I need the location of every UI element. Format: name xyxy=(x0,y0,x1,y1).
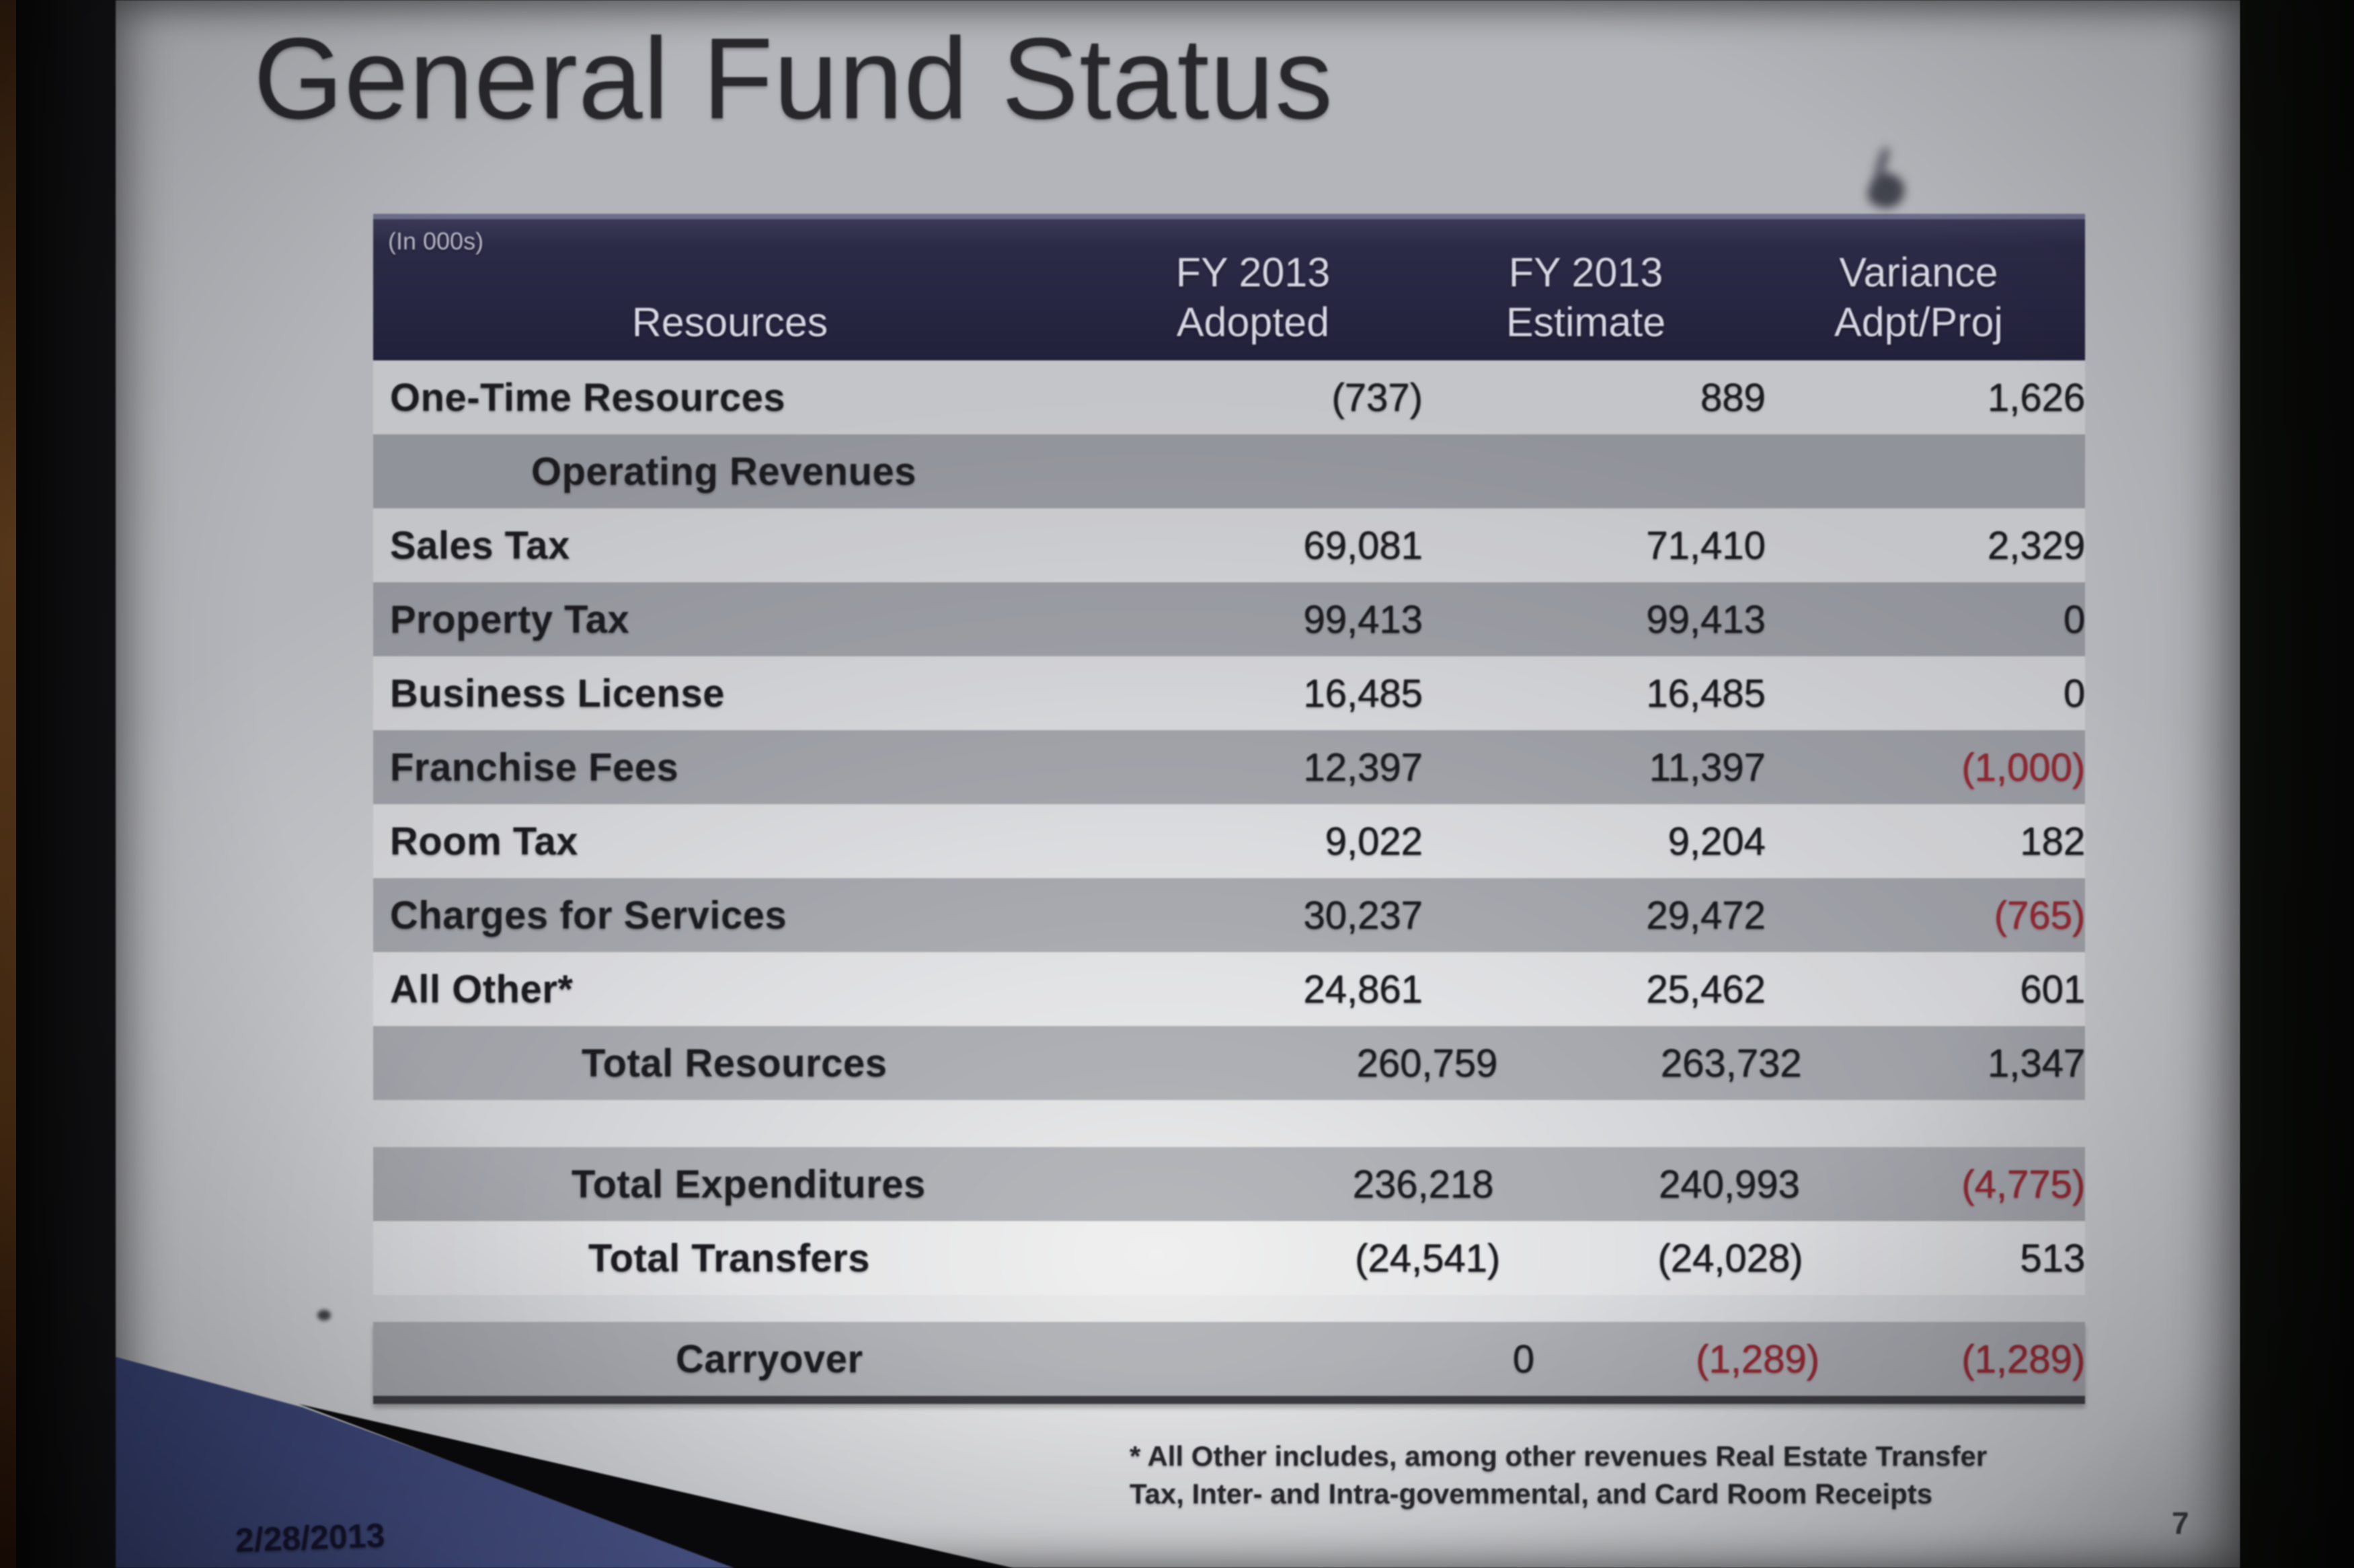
row-label: Total Transfers xyxy=(588,1236,870,1280)
cell-variance: 0 xyxy=(2063,671,2085,715)
cell-variance: 601 xyxy=(2020,967,2085,1011)
left-black-bezel xyxy=(16,0,116,1568)
column-header-line2: Resources xyxy=(631,299,828,345)
table-gap-row xyxy=(373,1295,2085,1322)
cell-variance: 1,347 xyxy=(1987,1041,2085,1085)
cell-adopted: 69,081 xyxy=(1303,523,1423,567)
table-row-business-license: Business License 16,485 16,485 0 xyxy=(373,656,2085,730)
general-fund-table: (In 000s) Resources FY 2013 Adopted FY 2013… xyxy=(373,214,2085,1404)
cell-adopted: 16,485 xyxy=(1303,671,1423,715)
cell-adopted: 99,413 xyxy=(1303,597,1423,641)
cell-variance: (4,775) xyxy=(1961,1162,2085,1206)
footnote-line1: * All Other includes, among other revenu… xyxy=(1130,1440,1988,1472)
slide: General Fund Status (In 000s) Resources F… xyxy=(116,0,2240,1568)
cursor-artifact xyxy=(1862,146,1910,214)
row-label: One-Time Resources xyxy=(390,375,786,420)
cell-estimate: 11,397 xyxy=(1649,745,1766,789)
table-gap-row xyxy=(373,1100,2085,1147)
row-label: Total Resources xyxy=(582,1041,888,1085)
cell-estimate: 889 xyxy=(1700,375,1766,420)
cell-variance: 1,626 xyxy=(1987,375,2085,420)
cell-estimate: (1,289) xyxy=(1696,1337,1819,1381)
slide-date: 2/28/2013 xyxy=(235,1516,386,1559)
cell-estimate: 16,485 xyxy=(1646,671,1766,715)
cell-adopted: 12,397 xyxy=(1303,745,1423,789)
table-row-charges-for-services: Charges for Services 30,237 29,472 (765) xyxy=(373,878,2085,952)
row-label: Carryover xyxy=(676,1337,863,1381)
cell-adopted: 236,218 xyxy=(1352,1162,1494,1206)
table-row-room-tax: Room Tax 9,022 9,204 182 xyxy=(373,804,2085,878)
cell-adopted: 30,237 xyxy=(1303,893,1423,937)
cell-adopted: 24,861 xyxy=(1303,967,1423,1011)
table-body: One-Time Resources (737) 889 1,626 Operating… xyxy=(373,360,2085,1404)
units-note: (In 000s) xyxy=(388,227,484,255)
row-label: Operating Revenues xyxy=(531,449,917,494)
column-header-line1: FY 2013 xyxy=(1175,249,1331,295)
cell-variance: (1,289) xyxy=(1961,1337,2085,1381)
cursor-artifact-blob xyxy=(1864,168,1910,214)
right-black-bezel xyxy=(2240,0,2354,1568)
cell-estimate: (24,028) xyxy=(1657,1236,1803,1280)
cell-estimate: 240,993 xyxy=(1658,1162,1800,1206)
projector-dot-artifact xyxy=(317,1310,331,1321)
cell-variance: 182 xyxy=(2020,819,2085,863)
table-row-carryover: Carryover 0 (1,289) (1,289) xyxy=(373,1322,2085,1404)
cell-adopted: 0 xyxy=(1512,1337,1534,1381)
cell-estimate: 71,410 xyxy=(1646,523,1766,567)
page-number: 7 xyxy=(2172,1505,2189,1540)
cell-variance: (1,000) xyxy=(1961,745,2085,789)
slide-title: General Fund Status xyxy=(253,14,1334,143)
cell-estimate: 263,732 xyxy=(1660,1041,1802,1085)
table-header-row: (In 000s) Resources FY 2013 Adopted FY 2013… xyxy=(373,214,2085,360)
column-header-resources: Resources xyxy=(373,219,1087,360)
table-row-sales-tax: Sales Tax 69,081 71,410 2,329 xyxy=(373,508,2085,582)
cell-estimate: 25,462 xyxy=(1646,967,1766,1011)
table-row-franchise-fees: Franchise Fees 12,397 11,397 (1,000) xyxy=(373,730,2085,804)
cell-adopted: (737) xyxy=(1331,375,1423,420)
footnote: * All Other includes, among other revenu… xyxy=(1130,1438,2138,1513)
cell-variance: 0 xyxy=(2063,597,2085,641)
row-label: Room Tax xyxy=(390,819,579,863)
table-row-all-other-: All Other* 24,861 25,462 601 xyxy=(373,952,2085,1026)
column-header-line2: Estimate xyxy=(1505,299,1666,345)
column-header-adopted: FY 2013 Adopted xyxy=(1087,219,1419,360)
cell-estimate: 29,472 xyxy=(1646,893,1766,937)
column-header-line2: Adopted xyxy=(1176,299,1330,345)
cell-variance: 513 xyxy=(2020,1236,2085,1280)
table-row-one-time-resources: One-Time Resources (737) 889 1,626 xyxy=(373,360,2085,434)
column-header-line1: FY 2013 xyxy=(1508,249,1663,295)
row-label: Total Expenditures xyxy=(572,1162,926,1206)
column-header-adpt-proj: Variance Adpt/Proj xyxy=(1752,219,2085,360)
cell-variance: (765) xyxy=(1994,893,2085,937)
table-row-total-expenditures: Total Expenditures 236,218 240,993 (4,775) xyxy=(373,1147,2085,1221)
left-wood-edge xyxy=(0,0,16,1568)
footnote-line2: Tax, Inter- and Intra-govemmental, and C… xyxy=(1130,1478,1933,1510)
cell-estimate: 99,413 xyxy=(1646,597,1766,641)
column-header-line2: Adpt/Proj xyxy=(1834,299,2003,345)
row-label: All Other* xyxy=(390,967,574,1011)
cell-adopted: 260,759 xyxy=(1356,1041,1498,1085)
cell-estimate: 9,204 xyxy=(1668,819,1766,863)
row-label: Franchise Fees xyxy=(390,745,679,789)
table-row-operating-revenues: Operating Revenues xyxy=(373,434,2085,508)
column-header-estimate: FY 2013 Estimate xyxy=(1419,219,1752,360)
cell-variance: 2,329 xyxy=(1987,523,2085,567)
row-label: Business License xyxy=(390,671,725,715)
row-label: Charges for Services xyxy=(390,893,787,937)
table-row-total-resources: Total Resources 260,759 263,732 1,347 xyxy=(373,1026,2085,1100)
cell-adopted: 9,022 xyxy=(1325,819,1423,863)
row-label: Property Tax xyxy=(390,597,630,641)
column-header-line1: Variance xyxy=(1839,249,1998,295)
row-label: Sales Tax xyxy=(390,523,570,567)
table-row-total-transfers: Total Transfers (24,541) (24,028) 513 xyxy=(373,1221,2085,1295)
table-row-property-tax: Property Tax 99,413 99,413 0 xyxy=(373,582,2085,656)
cell-adopted: (24,541) xyxy=(1355,1236,1501,1280)
